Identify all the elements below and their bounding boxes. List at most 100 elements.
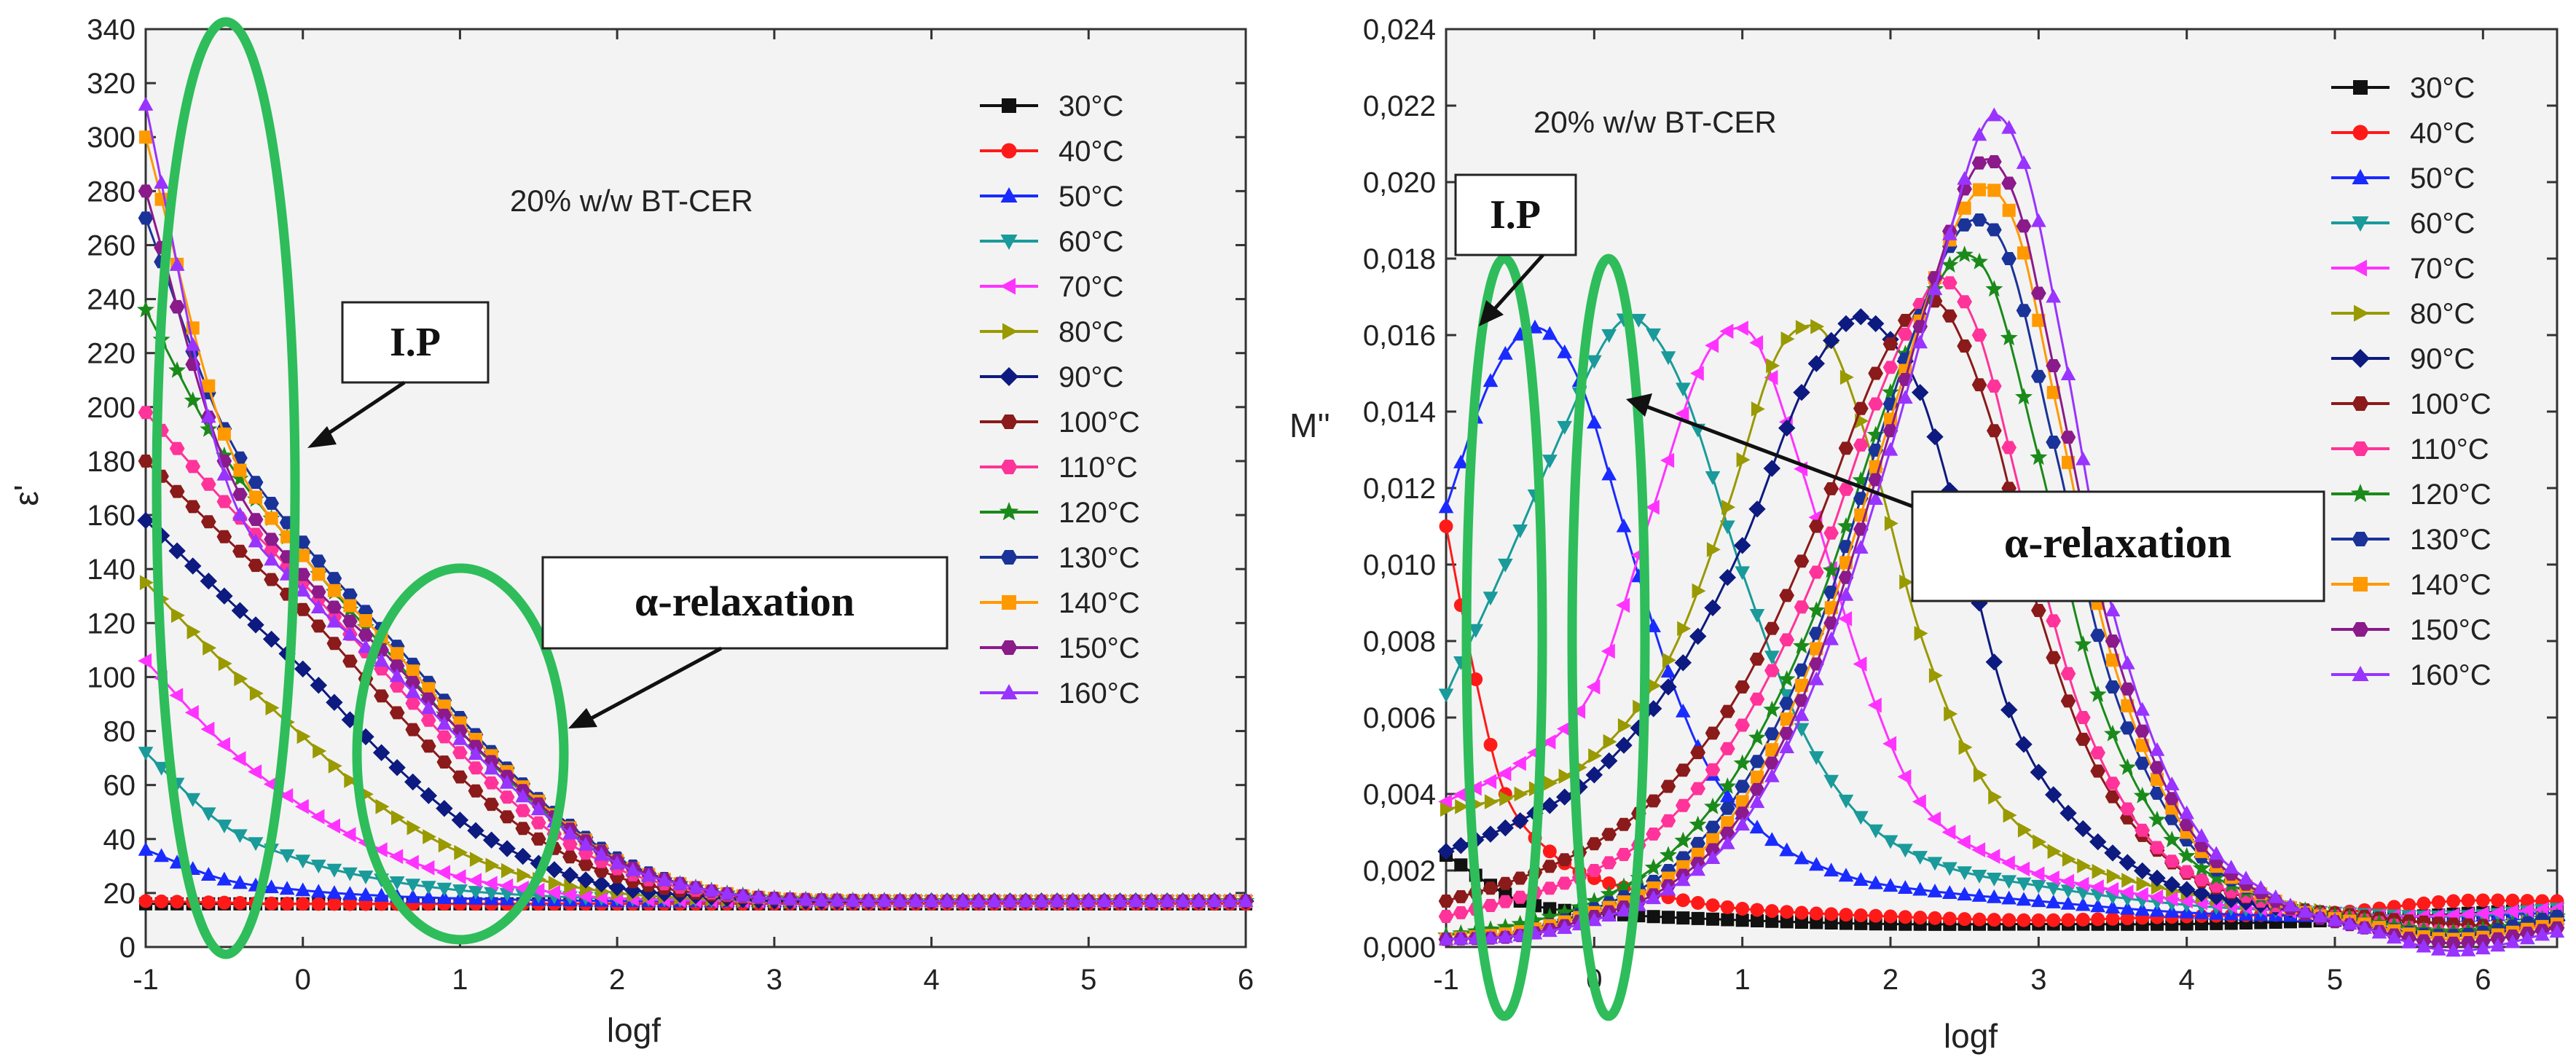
data-point [310,677,327,694]
y-tick-label: 0,016 [1363,320,1436,352]
data-point [248,476,264,490]
data-point [1721,499,1736,515]
data-point [1514,786,1528,802]
data-point [1469,672,1483,686]
data-point [389,706,405,720]
data-point [2148,810,2166,828]
data-point [1676,798,1691,812]
data-point [1987,424,2002,438]
data-point [138,653,152,669]
data-point [2194,828,2210,842]
data-point [2135,823,2150,837]
data-point [1706,833,1719,846]
data-point [1779,696,1794,710]
data-point [468,873,482,888]
data-point [248,559,264,573]
data-point [1778,669,1796,687]
data-point [530,854,547,872]
data-point [405,696,421,710]
legend-item: 130°C [980,542,1140,574]
data-point [1705,726,1721,740]
legend-item: 70°C [2331,253,2475,285]
data-point [2032,313,2046,327]
data-point [2371,924,2387,939]
data-point [561,866,579,884]
data-point [782,891,798,905]
data-point [1660,881,1676,896]
data-point [2015,388,2033,405]
data-point [1705,337,1719,353]
data-point [2105,900,2121,913]
data-point [1971,378,1987,392]
legend-item: 90°C [2331,343,2475,375]
data-point [1751,770,1764,784]
data-point [264,896,279,911]
data-point [2060,366,2076,380]
data-point [2133,787,2151,803]
data-point [1112,893,1128,908]
data-point [1542,455,1558,468]
data-point [1542,734,1556,750]
data-point [1646,828,1661,841]
data-point [1704,797,1721,814]
left-ip-arrow [319,380,406,441]
data-point [1971,594,1988,612]
data-point [262,630,280,648]
left-annotation: 20% w/w BT-CER [510,184,753,218]
data-point [391,810,405,825]
data-point [2030,763,2047,781]
data-point [1942,862,1957,876]
data-point [1498,345,1513,360]
data-point [1823,482,1839,495]
data-point [2446,894,2461,908]
data-point [1438,931,1454,946]
data-point [2253,880,2269,895]
data-point [2000,701,2018,719]
data-point [2148,869,2166,887]
legend-item: 150°C [980,632,1140,664]
data-point [2033,834,2047,850]
data-point [1483,373,1499,388]
data-point [2104,844,2121,862]
data-point [2060,884,2076,899]
series-160°C [1438,107,2565,957]
data-point [436,730,452,744]
data-point [2121,873,2136,888]
data-point [2059,804,2077,822]
data-point [328,758,342,774]
data-point [279,881,295,895]
data-point [138,97,154,111]
data-point [1616,817,1632,831]
data-point [766,890,782,905]
data-point [468,761,484,775]
panel-left: 0204060801001201401601802002202402602803… [7,14,1254,1049]
data-point [264,551,279,566]
data-point [1704,599,1721,616]
data-point [1585,892,1603,909]
data-point [154,894,169,908]
data-point [1838,441,1854,455]
data-point [326,600,342,614]
data-point [1748,728,1766,745]
data-point [1617,718,1632,734]
data-point [326,863,342,878]
data-point [1689,815,1707,833]
legend-item: 50°C [980,181,1123,213]
data-point [1018,893,1034,908]
right-alpha-ellipse [1567,254,1650,1021]
data-point [517,868,531,883]
data-point [1526,911,1544,928]
legend-item: 80°C [2331,298,2475,330]
data-point [248,513,264,527]
data-point [2520,930,2535,945]
data-point [2106,653,2119,667]
data-point [1942,885,1957,899]
data-point [1735,795,1749,809]
data-point [358,871,374,884]
data-point [2352,216,2369,232]
data-point [1496,918,1515,935]
legend-label: 140°C [1059,587,1140,619]
data-point [1190,893,1206,908]
data-point [999,502,1019,521]
data-point [310,600,326,613]
